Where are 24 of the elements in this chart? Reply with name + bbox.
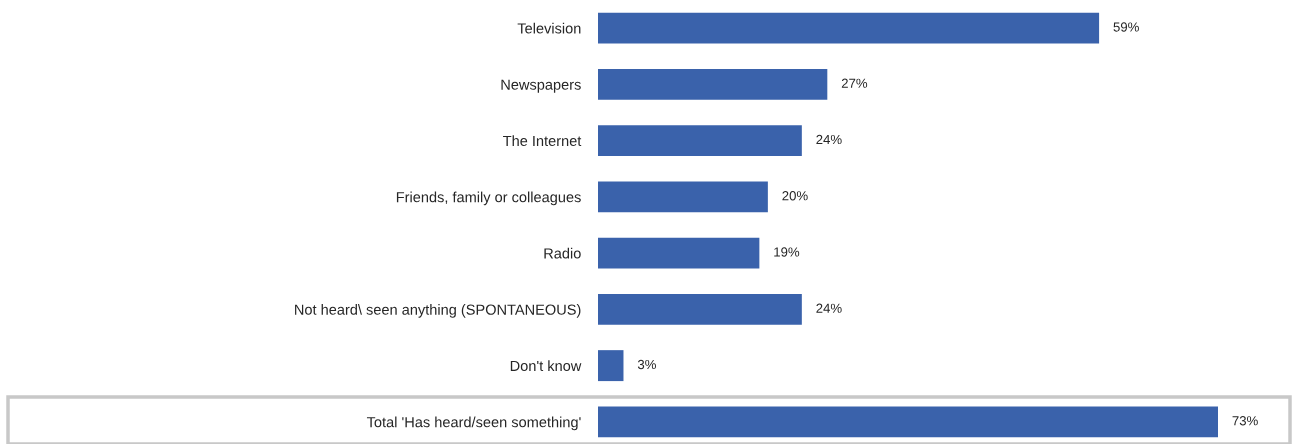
data-label: 3%: [637, 359, 656, 370]
data-label: 73%: [1232, 416, 1258, 426]
y-tick-label: Television: [517, 22, 581, 34]
bar: [598, 125, 802, 157]
y-tick-label: Don't know: [510, 360, 582, 372]
y-tick-label: Friends, family or colleagues: [396, 191, 581, 206]
y-tick-label: Not heard\ seen anything (SPONTANEOUS): [295, 304, 581, 318]
data-label: 19%: [774, 247, 800, 257]
bar: [598, 181, 768, 213]
bar: [598, 68, 828, 100]
bar: [598, 237, 760, 269]
data-label: 24%: [816, 134, 842, 145]
data-label: 27%: [841, 78, 868, 88]
bar: [598, 12, 1100, 44]
data-label: 24%: [816, 303, 842, 313]
bar: [598, 293, 802, 325]
bar: [598, 406, 1218, 438]
y-tick-label: The Internet: [503, 135, 582, 147]
data-label: 20%: [782, 191, 808, 201]
y-tick-label: Total 'Has heard/seen something': [366, 416, 581, 431]
bar: [598, 350, 624, 382]
data-label: 59%: [1113, 22, 1139, 32]
y-tick-label: Newspapers: [501, 79, 581, 93]
y-tick-label: Radio: [544, 247, 581, 259]
